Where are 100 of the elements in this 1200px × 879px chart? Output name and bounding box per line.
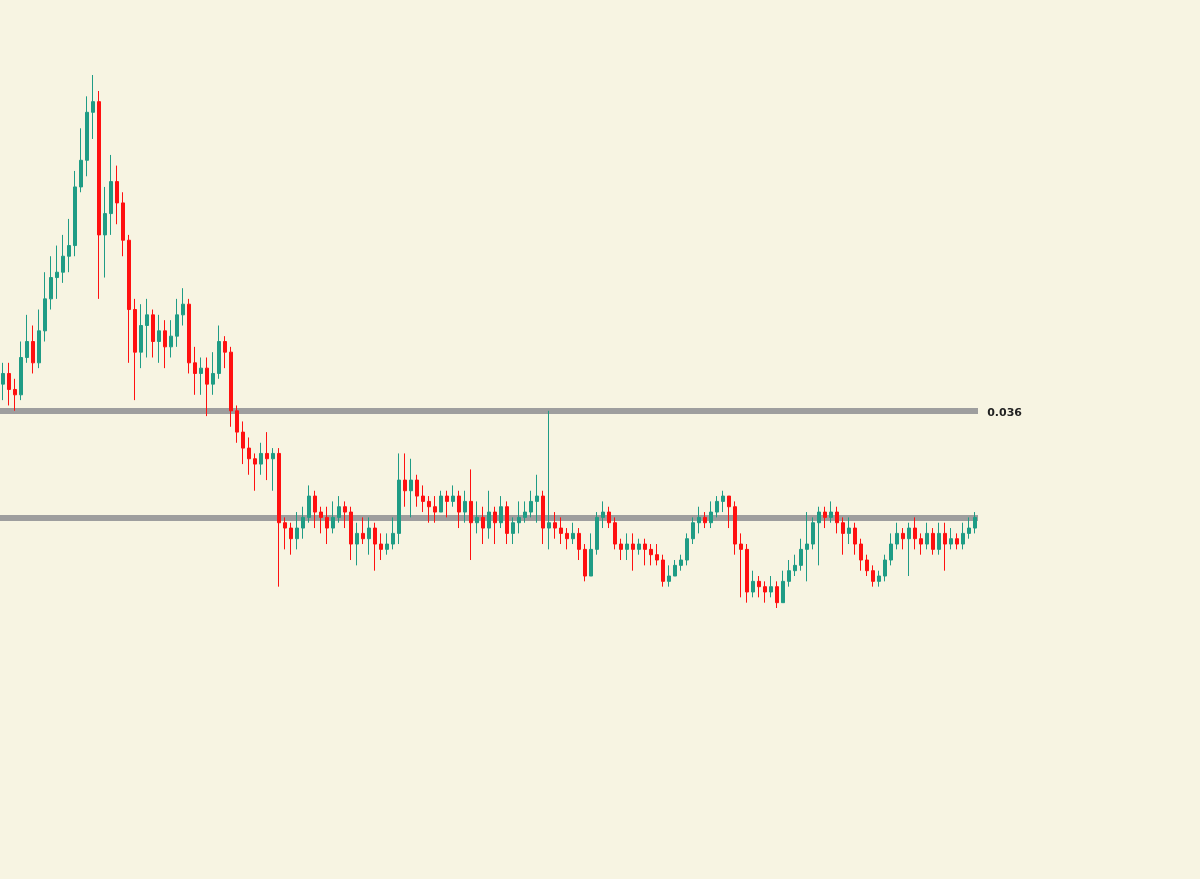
- candlestick: [457, 490, 461, 529]
- candlestick: [367, 516, 371, 556]
- candlestick: [151, 309, 155, 358]
- candlestick: [571, 522, 575, 545]
- candlestick: [709, 500, 713, 529]
- candlestick: [223, 335, 227, 369]
- candlestick: [175, 298, 179, 348]
- candlestick: [499, 495, 503, 529]
- candlestick: [913, 516, 917, 550]
- candlestick: [523, 500, 527, 524]
- candlestick: [7, 362, 11, 406]
- candlestick: [493, 506, 497, 545]
- candlestick: [229, 346, 233, 428]
- candlestick: [715, 495, 719, 518]
- candlestick: [511, 516, 515, 545]
- candlestick: [319, 506, 323, 534]
- candlestick: [295, 511, 299, 550]
- candlestick: [169, 319, 173, 358]
- candlestick: [241, 420, 245, 465]
- candlestick: [397, 452, 401, 545]
- candlestick: [253, 452, 257, 492]
- candlestick: [1, 362, 5, 401]
- candlestick: [661, 554, 665, 588]
- candlestick: [97, 90, 101, 300]
- candlestick: [259, 442, 263, 476]
- candlestick: [145, 298, 149, 358]
- candlestick: [361, 516, 365, 545]
- candlestick: [283, 516, 287, 550]
- candlestick: [217, 325, 221, 380]
- candlestick: [67, 218, 71, 273]
- candlestick: [889, 532, 893, 566]
- candlestick: [823, 506, 827, 529]
- candlestick: [337, 495, 341, 524]
- candlestick: [313, 490, 317, 529]
- candlestick: [793, 554, 797, 577]
- candlestick: [943, 522, 947, 572]
- candlestick: [919, 532, 923, 556]
- candlestick: [967, 516, 971, 540]
- candlestick: [691, 516, 695, 545]
- candlestick: [667, 564, 671, 588]
- candlestick: [235, 404, 239, 444]
- candlestick: [811, 516, 815, 550]
- candlestick: [925, 522, 929, 550]
- candlestick: [775, 580, 779, 609]
- candlestick: [109, 154, 113, 236]
- candlestick: [931, 527, 935, 556]
- candlestick: [757, 575, 761, 598]
- candlestick: [37, 309, 41, 369]
- candlestick: [91, 74, 95, 140]
- text: 0.036: [987, 406, 1023, 419]
- candlestick: [421, 484, 425, 513]
- candlestick: [379, 532, 383, 561]
- candlestick: [139, 303, 143, 369]
- candlestick: [643, 538, 647, 566]
- candlestick: [409, 458, 413, 518]
- candlestick: [703, 511, 707, 529]
- candlestick: [625, 532, 629, 561]
- candlestick: [901, 527, 905, 550]
- candlestick: [895, 522, 899, 550]
- candlestick: [679, 554, 683, 572]
- candlestick: [349, 506, 353, 561]
- candlestick: [973, 511, 977, 534]
- candlestick: [529, 490, 533, 518]
- candlestick: [451, 484, 455, 508]
- candlestick: [631, 532, 635, 572]
- candlestick: [121, 191, 125, 257]
- candlestick: [841, 516, 845, 556]
- candlestick: [937, 522, 941, 556]
- candlestick: [325, 506, 329, 545]
- candlestick: [649, 543, 653, 566]
- candlestick: [61, 234, 65, 284]
- candlestick: [553, 511, 557, 540]
- candlestick: [877, 570, 881, 588]
- candlestick: [355, 522, 359, 566]
- candlestick: [331, 500, 335, 534]
- candlestick: [49, 255, 53, 311]
- candlestick: [583, 543, 587, 582]
- candlestick: [637, 538, 641, 556]
- candlestick: [601, 500, 605, 529]
- candlestick: [205, 356, 209, 417]
- candlestick: [871, 564, 875, 588]
- candlestick: [373, 522, 377, 572]
- candlestick: [505, 500, 509, 545]
- candlestick: [721, 490, 725, 513]
- candlestick: [391, 516, 395, 550]
- candlestick: [487, 490, 491, 540]
- candlestick: [439, 490, 443, 513]
- candlestick: [787, 559, 791, 588]
- candlestick: [157, 314, 161, 364]
- candlestick: [211, 351, 215, 396]
- candlestick: [85, 95, 89, 177]
- candlestick: [265, 431, 269, 481]
- candlestick: [43, 271, 47, 342]
- candlestick: [949, 527, 953, 550]
- candlestick: [859, 538, 863, 572]
- candlestick: [193, 346, 197, 396]
- candlestick: [133, 298, 137, 401]
- candlestick: [289, 522, 293, 556]
- candlestick: [607, 506, 611, 529]
- candlestick: [781, 570, 785, 604]
